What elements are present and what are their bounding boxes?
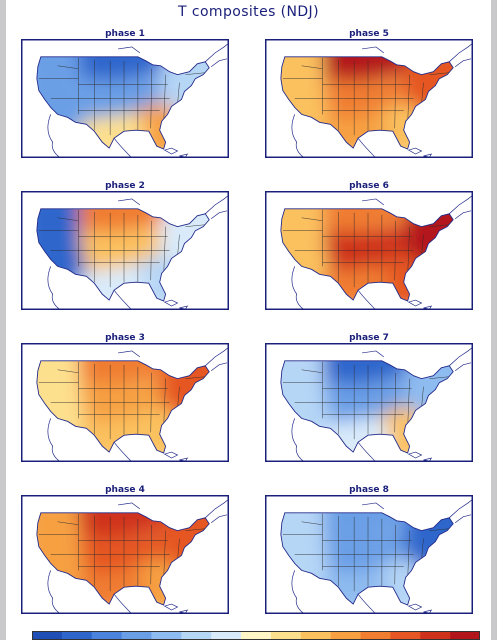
anomaly-region-north (78, 56, 170, 81)
anomaly-region-north (78, 360, 170, 385)
coastline (36, 360, 210, 454)
anomaly-region-central (324, 378, 406, 423)
panel-title: phase 1 (105, 29, 145, 39)
colorbar-swatch (32, 631, 63, 640)
figure-title: T composites (NDJ) (178, 4, 319, 20)
colorbar-swatch (300, 631, 332, 640)
anomaly-region-central (324, 530, 406, 575)
coastline (36, 208, 210, 302)
anomaly-region-north (322, 56, 414, 81)
anomaly-region-north (322, 208, 414, 233)
coastline (280, 208, 454, 302)
colorbar-swatch (270, 631, 302, 640)
panel-title: phase 7 (349, 333, 389, 343)
colorbar-swatch (181, 631, 212, 640)
coastline (280, 56, 454, 150)
us-map (265, 343, 473, 462)
colorbar-swatch (61, 631, 93, 640)
colorbar-swatch (211, 631, 242, 640)
coastline (280, 360, 454, 454)
colorbar-swatch (151, 631, 182, 640)
us-map (21, 495, 229, 614)
colorbar-swatch (241, 631, 272, 640)
us-map (21, 343, 229, 462)
figure: T composites (NDJ) phase 1 phase 2 phase 3… (6, 0, 491, 640)
colorbar-swatch (91, 631, 122, 640)
us-map (265, 495, 473, 614)
panel-title: phase 6 (349, 181, 389, 191)
colorbar-swatch (360, 631, 391, 640)
anomaly-region-central (324, 74, 406, 119)
us-map (265, 191, 473, 310)
anomaly-region-north (322, 512, 414, 537)
anomaly-region-north (78, 208, 170, 233)
anomaly-region-central (80, 226, 162, 271)
anomaly-region-central (80, 378, 162, 423)
anomaly-region-north (322, 360, 414, 385)
anomaly-region-north (78, 512, 170, 537)
anomaly-region-central (80, 74, 162, 119)
panel-title: phase 2 (105, 181, 145, 191)
anomaly-region-central (324, 226, 406, 271)
panel-title: phase 3 (105, 333, 145, 343)
colorbar (32, 631, 480, 640)
colorbar-swatch (121, 631, 152, 640)
colorbar-swatch (450, 631, 480, 640)
us-map (21, 191, 229, 310)
us-map (265, 39, 473, 158)
coastline (36, 56, 210, 150)
us-map (21, 39, 229, 158)
colorbar-swatch (330, 631, 361, 640)
panel-title: phase 4 (105, 485, 145, 495)
panel-title: phase 5 (349, 29, 389, 39)
coastline (280, 512, 454, 606)
panel-title: phase 8 (349, 485, 389, 495)
colorbar-swatch (420, 631, 451, 640)
anomaly-region-central (80, 530, 162, 575)
coastline (36, 512, 210, 606)
colorbar-swatch (390, 631, 421, 640)
